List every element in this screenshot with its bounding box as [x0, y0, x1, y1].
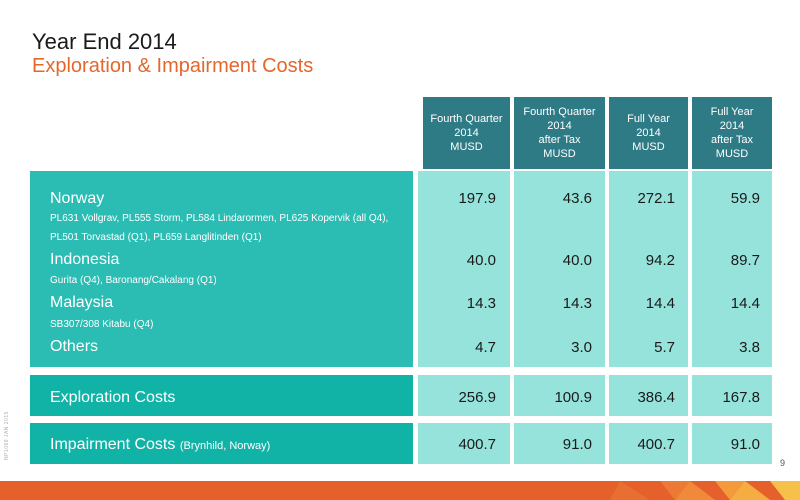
impairment-costs-label: Impairment Costs (Brynhild, Norway)	[50, 436, 271, 453]
indonesia-fy-after-tax-value: 89.7	[730, 252, 760, 269]
row-malaysia-name: Malaysia	[50, 294, 114, 311]
column-header-q4: Fourth Quarter 2014 MUSD	[423, 97, 510, 169]
column-header-fy-after-tax: Full Year 2014 after Tax MUSD	[692, 97, 772, 169]
document-reference: NP1088 JAN 2015	[4, 411, 10, 460]
regions-panel	[30, 171, 413, 367]
malaysia-q4-value: 14.3	[466, 295, 496, 312]
row-norway-detail-1: PL631 Vollgrav, PL555 Storm, PL584 Linda…	[50, 213, 389, 224]
fy-values-column	[609, 171, 688, 367]
row-indonesia-detail: Gurita (Q4), Baronang/Cakalang (Q1)	[50, 275, 217, 286]
others-q4-after-tax-value: 3.0	[571, 339, 592, 356]
impairment-fy-value: 400.7	[637, 436, 675, 453]
q4-after-tax-values-column	[514, 171, 605, 367]
impairment-q4-after-tax-value: 91.0	[562, 436, 592, 453]
impairment-q4-cell	[418, 423, 510, 464]
exploration-q4-value: 256.9	[458, 389, 496, 406]
row-others-name: Others	[50, 338, 99, 355]
malaysia-fy-after-tax-value: 14.4	[730, 295, 760, 312]
q4-values-column	[418, 171, 510, 367]
impairment-q4-value: 400.7	[458, 436, 496, 453]
column-header-q4-after-tax: Fourth Quarter 2014 after Tax MUSD	[514, 97, 605, 169]
row-norway-name: Norway	[50, 190, 105, 207]
indonesia-fy-value: 94.2	[645, 252, 675, 269]
row-indonesia-name: Indonesia	[50, 251, 120, 268]
exploration-costs-panel	[30, 375, 413, 416]
impairment-fy-after-tax-value: 91.0	[730, 436, 760, 453]
impairment-fy-cell	[609, 423, 688, 464]
page-number: 9	[780, 458, 786, 468]
fy-after-tax-values-column	[692, 171, 772, 367]
others-q4-value: 4.7	[475, 339, 496, 356]
impairment-costs-panel	[30, 423, 413, 464]
norway-fy-value: 272.1	[637, 190, 675, 207]
indonesia-q4-value: 40.0	[466, 252, 496, 269]
indonesia-q4-after-tax-value: 40.0	[562, 252, 592, 269]
others-fy-value: 5.7	[654, 339, 675, 356]
norway-q4-value: 197.9	[458, 190, 496, 207]
exploration-q4-after-tax-value: 100.9	[554, 389, 592, 406]
footer-pattern-icon	[610, 481, 800, 500]
malaysia-q4-after-tax-value: 14.3	[562, 295, 592, 312]
exploration-costs-label: Exploration Costs	[50, 389, 176, 406]
footer-band	[0, 481, 800, 500]
exploration-fy-cell	[609, 375, 688, 416]
row-malaysia-detail: SB307/308 Kitabu (Q4)	[50, 319, 154, 330]
impairment-fy-after-tax-cell	[692, 423, 772, 464]
exploration-fy-value: 386.4	[637, 389, 675, 406]
exploration-q4-after-tax-cell	[514, 375, 605, 416]
impairment-costs-note: (Brynhild, Norway)	[179, 440, 271, 452]
exploration-q4-cell	[418, 375, 510, 416]
page-title: Year End 2014	[32, 29, 177, 54]
exploration-fy-after-tax-value: 167.8	[722, 389, 760, 406]
malaysia-fy-value: 14.4	[645, 295, 675, 312]
exploration-fy-after-tax-cell	[692, 375, 772, 416]
column-header-fy: Full Year 2014 MUSD	[609, 97, 688, 169]
impairment-q4-after-tax-cell	[514, 423, 605, 464]
norway-fy-after-tax-value: 59.9	[730, 190, 760, 207]
others-fy-after-tax-value: 3.8	[739, 339, 760, 356]
page-subtitle: Exploration & Impairment Costs	[32, 55, 314, 77]
norway-q4-after-tax-value: 43.6	[562, 190, 592, 207]
row-norway-detail-2: PL501 Torvastad (Q1), PL659 Langlitinden…	[50, 232, 262, 243]
